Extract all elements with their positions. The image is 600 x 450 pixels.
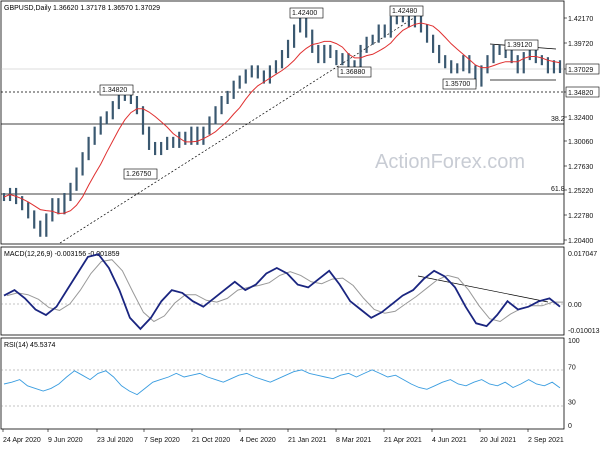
x-tick-label: 21 Jan 2021 [288, 437, 327, 444]
price-panel [0, 0, 565, 245]
price-tick-label: 1.32400 [568, 115, 593, 122]
price-tick-label: 1.27630 [568, 164, 593, 171]
annotation-label: 1.35700 [445, 81, 470, 88]
macd-tick-label: -0.010013 [568, 328, 600, 335]
x-tick-label: 9 Jun 2020 [48, 437, 83, 444]
x-tick-label: 23 Jul 2020 [97, 437, 133, 444]
rsi-tick-label: 100 [568, 338, 580, 345]
price-tick-label: 1.34820 [568, 90, 593, 97]
price-tick-label: 1.42170 [568, 16, 593, 23]
price-annotation: 1.26750 [123, 168, 158, 180]
price-annotation: 1.42400 [289, 7, 324, 19]
x-tick-label: 20 Jul 2021 [480, 437, 516, 444]
price-annotation: 1.35700 [442, 78, 477, 90]
macd-trendline [417, 275, 549, 303]
price-annotation: 1.39120 [504, 39, 539, 51]
price-tick-label: 1.30060 [568, 139, 593, 146]
rsi-panel [0, 337, 565, 430]
rsi-line [3, 369, 561, 396]
x-tick-label: 2 Sep 2021 [528, 437, 564, 444]
watermark: ActionForex.com [375, 151, 525, 173]
annotation-label: 1.34820 [102, 87, 127, 94]
rsi-title: RSI(14) 45.5374 [4, 342, 55, 349]
annotation-label: 1.39120 [507, 42, 532, 49]
price-tick-label: 1.25220 [568, 188, 593, 195]
price-marker-box [565, 63, 600, 75]
rsi-tick-label: 0 [568, 423, 572, 430]
fib-38-label: 38.2 [551, 116, 565, 123]
rsi-axis: 100 70 30 0 [568, 338, 580, 430]
annotation-box [289, 7, 324, 19]
macd-line [3, 253, 561, 331]
annotation-box [504, 39, 539, 51]
x-tick-label: 4 Jun 2021 [432, 437, 467, 444]
annotation-box [442, 78, 477, 90]
x-tick-label: 21 Apr 2021 [384, 437, 422, 444]
x-tick-label: 4 Dec 2020 [240, 437, 276, 444]
price-annotation: 1.34820 [99, 84, 134, 96]
x-tick-label: 21 Oct 2020 [192, 437, 230, 444]
price-bars [2, 9, 562, 237]
annotation-box [99, 84, 134, 96]
price-annotations: 1.42400 1.42480 1.39120 1.36880 1.35700 1.348… [99, 5, 539, 180]
moving-average-line [3, 22, 561, 215]
macd-tick-label: 0.00 [568, 302, 582, 309]
annotation-label: 1.36880 [340, 69, 365, 76]
price-tick-label: 1.22780 [568, 213, 593, 220]
price-marker-box [565, 86, 600, 98]
macd-axis: 0.017047 0.00 -0.010013 [568, 251, 600, 335]
annotation-label: 1.26750 [126, 171, 151, 178]
rising-trendline [59, 13, 421, 244]
price-tick-label: 1.39720 [568, 41, 593, 48]
annotation-box [123, 168, 158, 180]
annotation-label: 1.42480 [392, 8, 417, 15]
price-annotation: 1.42480 [389, 5, 424, 17]
price-title: GBPUSD,Daily 1.36620 1.37178 1.36570 1.3… [4, 5, 160, 12]
price-annotation: 1.36880 [337, 66, 372, 78]
x-tick-label: 7 Sep 2020 [144, 437, 180, 444]
price-tick-label: 1.20400 [568, 238, 593, 245]
annotation-box [389, 5, 424, 17]
x-tick-label: 24 Apr 2020 [3, 437, 41, 444]
x-tick-label: 8 Mar 2021 [336, 437, 372, 444]
price-axis: 1.42170 1.39720 1.37029 1.34820 1.32400 1.300… [564, 16, 600, 245]
x-axis: 24 Apr 2020 9 Jun 2020 23 Jul 2020 7 Sep 20… [2, 429, 564, 444]
macd-signal-line [6, 259, 563, 323]
macd-title: MACD(12,26,9) -0.003156 -0.001859 [4, 251, 120, 258]
macd-tick-label: 0.017047 [568, 251, 597, 258]
fib-61-label: 61.8 [551, 186, 565, 193]
annotation-box [337, 66, 372, 78]
annotation-label: 1.42400 [292, 10, 317, 17]
rsi-tick-label: 30 [568, 400, 576, 407]
macd-panel [0, 246, 565, 336]
rsi-tick-label: 70 [568, 364, 576, 371]
price-tick-label: 1.37029 [568, 67, 593, 74]
